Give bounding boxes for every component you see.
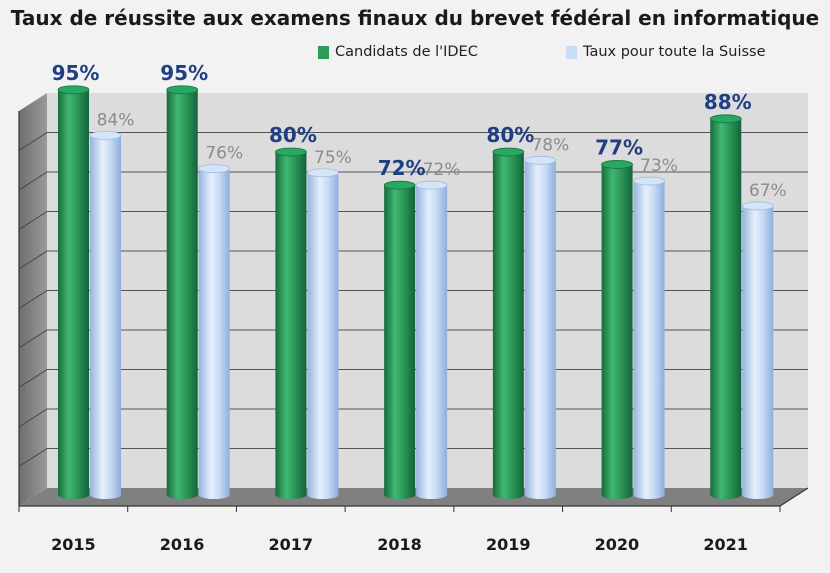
data-label-suisse-2015: 84% bbox=[97, 110, 135, 130]
bar-body bbox=[742, 205, 774, 499]
bar-suisse-2015 bbox=[89, 130, 122, 499]
data-label-idec-2016: 95% bbox=[160, 61, 208, 85]
data-label-idec-2020: 77% bbox=[595, 135, 643, 159]
bar-top bbox=[89, 130, 122, 140]
legend-label-idec: Candidats de l'IDEC bbox=[335, 44, 478, 60]
bar-suisse-2021 bbox=[741, 201, 774, 499]
bar-idec-2021 bbox=[709, 114, 742, 500]
bar-top bbox=[415, 180, 448, 190]
x-tick-label-2015: 2015 bbox=[51, 535, 96, 554]
bar-top bbox=[709, 114, 742, 124]
bar-body bbox=[633, 181, 665, 500]
legend-item-suisse: Taux pour toute la Suisse bbox=[566, 44, 766, 60]
data-label-idec-2021: 88% bbox=[704, 90, 752, 114]
bar-idec-2015 bbox=[57, 85, 90, 499]
bar-top bbox=[633, 176, 665, 186]
data-label-suisse-2020: 73% bbox=[640, 156, 678, 176]
gridline-side bbox=[18, 448, 48, 467]
bar-top bbox=[383, 180, 416, 190]
bar-top bbox=[57, 85, 90, 95]
chart-title: Taux de réussite aux examens finaux du b… bbox=[10, 6, 820, 30]
bar-top bbox=[166, 85, 199, 95]
bar-top bbox=[601, 160, 633, 169]
bar-top bbox=[741, 201, 774, 211]
x-tick-label-2019: 2019 bbox=[486, 535, 531, 554]
data-label-suisse-2018: 72% bbox=[423, 160, 461, 180]
legend-swatch-suisse bbox=[566, 45, 577, 59]
bar-body bbox=[90, 135, 121, 499]
bar-idec-2018 bbox=[383, 180, 416, 499]
gridline-side bbox=[18, 329, 48, 349]
bar-idec-2017 bbox=[275, 147, 307, 499]
gridline-side bbox=[18, 408, 48, 428]
data-label-idec-2019: 80% bbox=[486, 123, 534, 147]
bar-suisse-2019 bbox=[524, 155, 557, 500]
x-tick-label-2018: 2018 bbox=[377, 535, 422, 554]
bar-body bbox=[492, 152, 524, 499]
gridline-side bbox=[18, 250, 48, 270]
bar-body bbox=[166, 89, 198, 499]
bar-idec-2016 bbox=[166, 85, 199, 499]
gridline-side bbox=[18, 369, 48, 388]
bar-suisse-2016 bbox=[198, 164, 231, 499]
bar-body bbox=[710, 118, 742, 500]
x-tick-label-2017: 2017 bbox=[269, 535, 314, 554]
bar-body bbox=[416, 185, 448, 499]
bar-body bbox=[275, 152, 307, 499]
gridline-side bbox=[18, 132, 48, 151]
bar-body bbox=[524, 160, 556, 500]
x-axis-depth bbox=[779, 487, 809, 507]
gridline-side bbox=[18, 211, 48, 230]
data-label-suisse-2016: 76% bbox=[205, 144, 243, 164]
bar-suisse-2020 bbox=[633, 176, 665, 500]
bar-top bbox=[275, 147, 307, 157]
bar-body bbox=[198, 168, 230, 499]
bar-body bbox=[58, 89, 89, 499]
data-label-idec-2018: 72% bbox=[378, 156, 426, 180]
data-label-idec-2015: 95% bbox=[52, 61, 100, 85]
legend-label-suisse: Taux pour toute la Suisse bbox=[583, 44, 766, 60]
x-tick-label-2020: 2020 bbox=[595, 535, 640, 554]
bar-top bbox=[198, 164, 231, 174]
bar-suisse-2018 bbox=[415, 180, 448, 499]
x-tick-label-2021: 2021 bbox=[703, 535, 748, 554]
x-tick-label-2016: 2016 bbox=[160, 535, 205, 554]
bar-idec-2020 bbox=[601, 160, 633, 499]
bar-idec-2019 bbox=[492, 147, 525, 499]
data-label-suisse-2017: 75% bbox=[314, 148, 352, 168]
bar-body bbox=[384, 185, 416, 499]
gridline-side bbox=[18, 290, 48, 309]
bar-suisse-2017 bbox=[307, 168, 339, 499]
data-label-suisse-2021: 67% bbox=[749, 181, 787, 201]
legend-swatch-idec bbox=[318, 45, 329, 59]
data-label-idec-2017: 80% bbox=[269, 123, 317, 147]
legend-item-idec: Candidats de l'IDEC bbox=[318, 44, 478, 60]
bar-top bbox=[492, 147, 525, 157]
bar-top bbox=[307, 168, 339, 178]
gridline-side bbox=[18, 171, 48, 191]
bar-top bbox=[524, 155, 557, 165]
bar-body bbox=[601, 164, 633, 499]
bar-body bbox=[307, 172, 339, 499]
data-label-suisse-2019: 78% bbox=[531, 135, 569, 155]
